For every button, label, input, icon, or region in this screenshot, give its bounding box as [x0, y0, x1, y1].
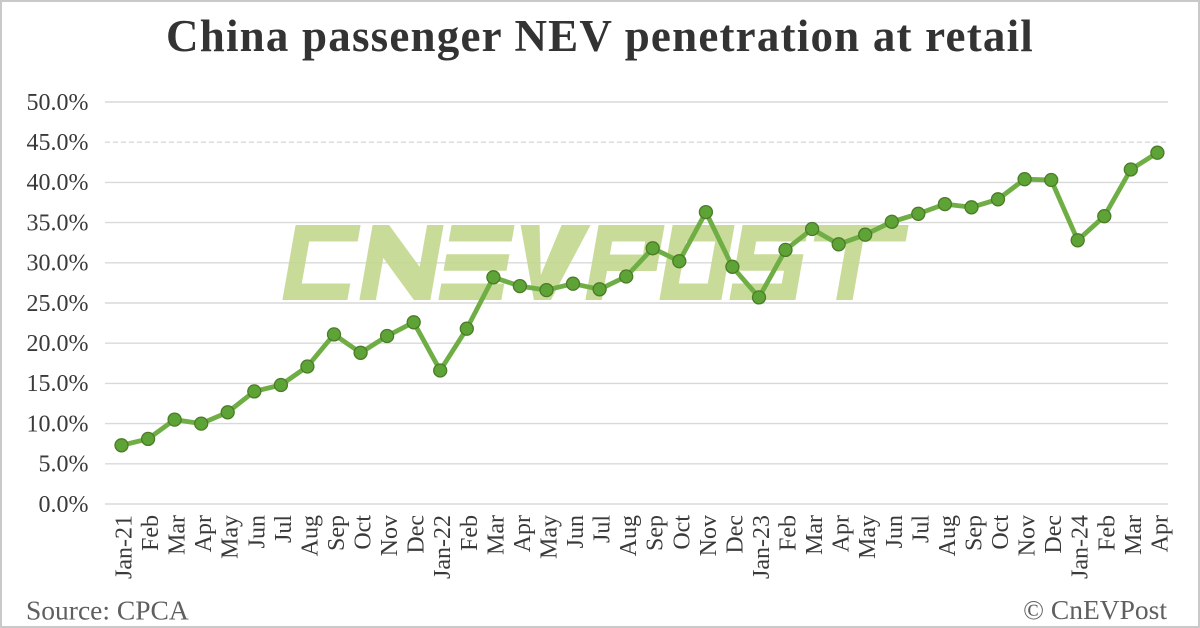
svg-text:China passenger NEV penetratio: China passenger NEV penetration at retai… — [166, 11, 1034, 61]
svg-text:Apr: Apr — [191, 515, 217, 552]
svg-text:0.0%: 0.0% — [39, 492, 89, 518]
svg-text:Source: CPCA: Source: CPCA — [26, 595, 189, 626]
svg-text:5.0%: 5.0% — [39, 452, 89, 478]
svg-text:50.0%: 50.0% — [27, 90, 89, 116]
svg-text:40.0%: 40.0% — [27, 170, 89, 196]
svg-text:Nov: Nov — [696, 515, 722, 556]
svg-text:Aug: Aug — [935, 515, 961, 556]
svg-text:May: May — [218, 515, 244, 559]
svg-text:Oct: Oct — [988, 515, 1014, 550]
svg-text:Feb: Feb — [457, 515, 483, 551]
svg-text:Jan-22: Jan-22 — [430, 515, 456, 579]
svg-text:Aug: Aug — [616, 515, 642, 556]
svg-text:Mar: Mar — [483, 515, 509, 555]
svg-text:Jun: Jun — [563, 515, 589, 548]
svg-text:Dec: Dec — [404, 515, 430, 554]
svg-text:Oct: Oct — [351, 515, 377, 550]
svg-text:Feb: Feb — [1094, 515, 1120, 551]
svg-text:© CnEVPost: © CnEVPost — [1023, 594, 1167, 625]
svg-text:45.0%: 45.0% — [27, 130, 89, 156]
svg-text:Dec: Dec — [722, 515, 748, 554]
svg-text:Aug: Aug — [297, 515, 323, 556]
svg-text:Jul: Jul — [908, 515, 934, 543]
svg-text:Mar: Mar — [802, 515, 828, 555]
svg-text:Nov: Nov — [1015, 515, 1041, 556]
svg-text:Mar: Mar — [1121, 515, 1147, 555]
svg-text:Jun: Jun — [244, 515, 270, 548]
svg-text:Jan-23: Jan-23 — [749, 515, 775, 579]
svg-text:25.0%: 25.0% — [27, 291, 89, 317]
svg-text:10.0%: 10.0% — [27, 411, 89, 437]
svg-text:Apr: Apr — [829, 515, 855, 552]
svg-text:Sep: Sep — [324, 515, 350, 551]
svg-text:Jan-24: Jan-24 — [1068, 515, 1094, 579]
svg-text:Sep: Sep — [643, 515, 669, 551]
svg-text:Feb: Feb — [138, 515, 164, 551]
svg-text:May: May — [855, 515, 881, 559]
svg-text:May: May — [537, 515, 563, 559]
svg-text:Jun: Jun — [882, 515, 908, 548]
svg-text:15.0%: 15.0% — [27, 371, 89, 397]
svg-text:Dec: Dec — [1041, 515, 1067, 554]
svg-text:Jul: Jul — [271, 515, 297, 543]
svg-text:30.0%: 30.0% — [27, 251, 89, 277]
svg-text:Apr: Apr — [510, 515, 536, 552]
svg-text:Feb: Feb — [776, 515, 802, 551]
svg-text:Nov: Nov — [377, 515, 403, 556]
svg-text:Jul: Jul — [590, 515, 616, 543]
svg-text:35.0%: 35.0% — [27, 210, 89, 236]
svg-text:Sep: Sep — [962, 515, 988, 551]
svg-text:Oct: Oct — [669, 515, 695, 550]
svg-text:Mar: Mar — [165, 515, 191, 555]
svg-text:20.0%: 20.0% — [27, 331, 89, 357]
svg-text:Jan-21: Jan-21 — [112, 515, 138, 579]
svg-text:Apr: Apr — [1147, 515, 1173, 552]
